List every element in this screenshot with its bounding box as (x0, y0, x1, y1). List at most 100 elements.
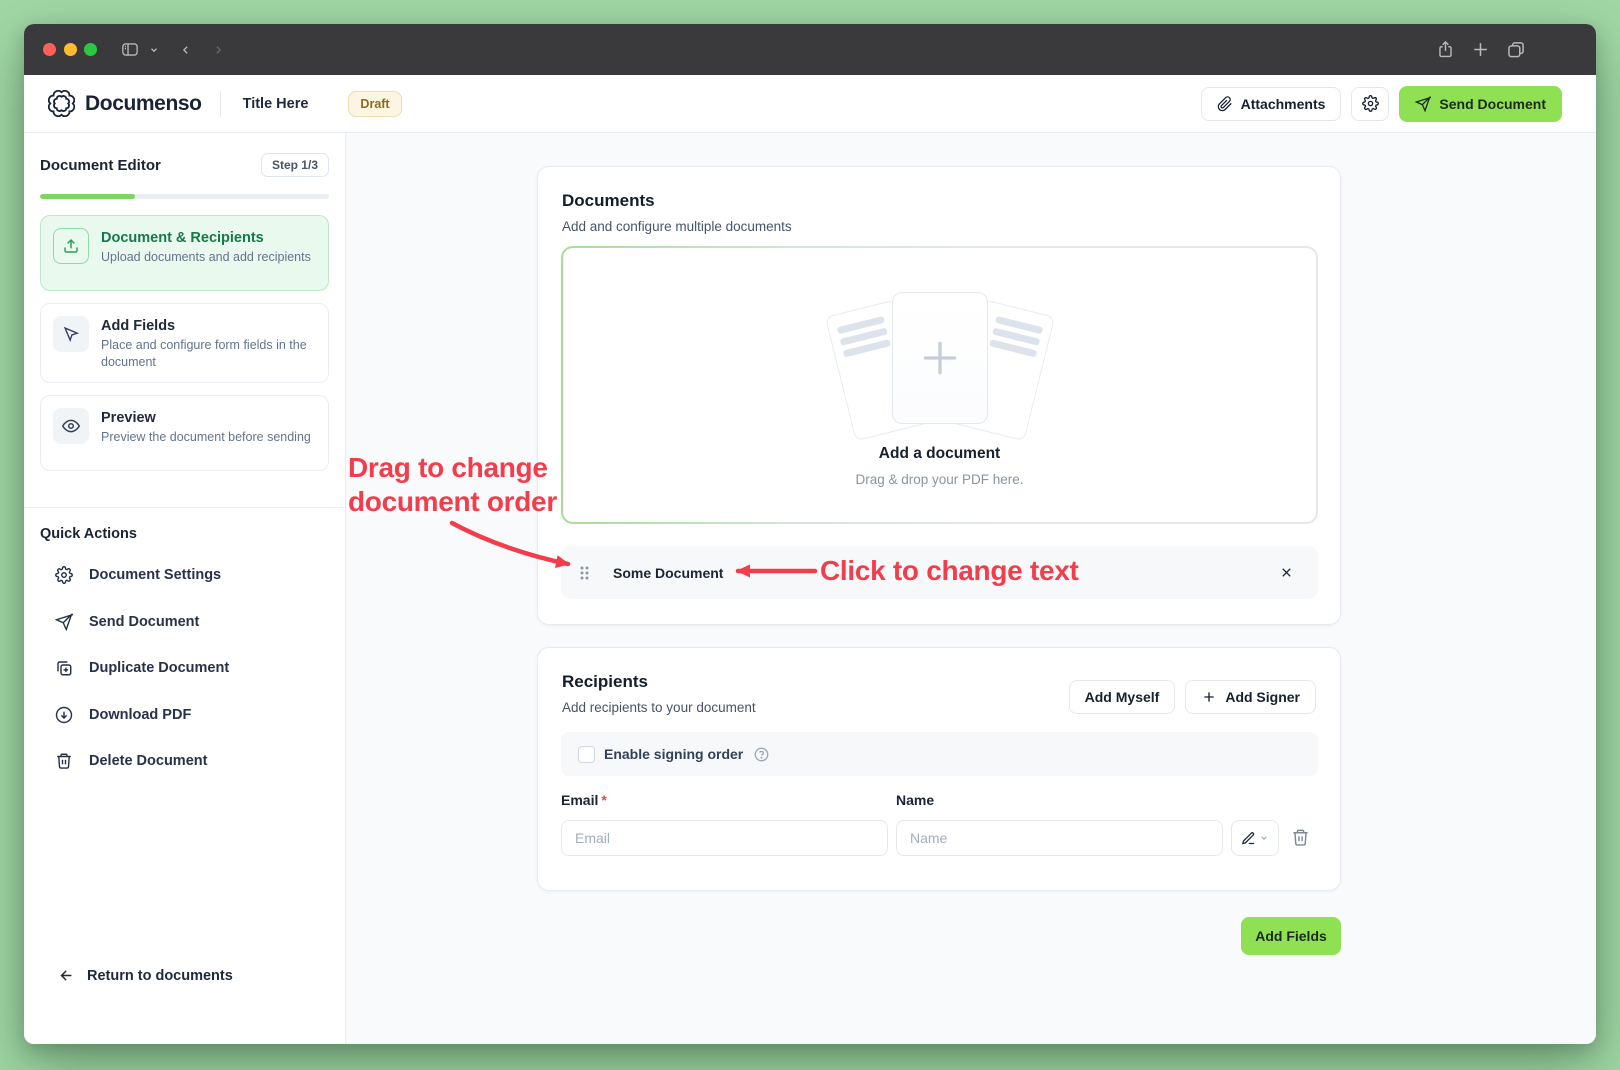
recipients-card-title: Recipients (562, 672, 648, 691)
add-myself-button[interactable]: Add Myself (1068, 680, 1176, 714)
step-desc: Preview the document before sending (101, 430, 311, 444)
document-item-name[interactable]: Some Document (613, 564, 724, 581)
return-label: Return to documents (87, 967, 233, 984)
eye-icon (53, 408, 89, 444)
quick-actions-list: Document Settings Send Document Duplicat… (40, 552, 329, 785)
progress-bar (40, 194, 329, 199)
step-add-fields[interactable]: Add Fields Place and configure form fiel… (40, 303, 329, 383)
duplicate-icon (55, 659, 73, 677)
minimize-window-button[interactable] (63, 43, 77, 56)
quick-action-label: Document Settings (89, 567, 222, 584)
quick-action-label: Download PDF (89, 706, 192, 723)
quick-action-label: Send Document (89, 613, 200, 630)
download-icon (55, 706, 73, 724)
arrow-left-icon (58, 967, 75, 984)
sidebar-divider (24, 507, 345, 508)
remove-document-icon[interactable] (1279, 565, 1294, 580)
traffic-lights (24, 43, 97, 56)
browser-window: Documenso Title Here Draft Attachments (24, 24, 1596, 1044)
brand-name: Documenso (85, 91, 202, 115)
progress-fill (40, 194, 136, 199)
documents-card-title: Documents (562, 191, 655, 210)
sidebar: Document Editor Step 1/3 Document & Reci… (24, 133, 346, 1044)
step-document-recipients[interactable]: Document & Recipients Upload documents a… (40, 215, 329, 291)
send-document-label: Send Document (1439, 95, 1546, 112)
signing-order-label: Enable signing order (604, 746, 744, 762)
back-icon[interactable] (179, 40, 192, 60)
documenso-logo-icon (48, 90, 75, 117)
gear-icon (1361, 95, 1379, 112)
quick-action-document-settings[interactable]: Document Settings (40, 552, 329, 599)
email-field[interactable] (561, 820, 888, 856)
step-title: Preview (101, 410, 156, 426)
send-icon (55, 613, 73, 631)
quick-action-delete-document[interactable]: Delete Document (40, 738, 329, 785)
return-to-documents-link[interactable]: Return to documents (58, 967, 233, 984)
share-icon[interactable] (1436, 39, 1455, 60)
titlebar-right-icons (1436, 39, 1596, 60)
recipients-card-subtitle: Add recipients to your document (562, 700, 756, 715)
document-title[interactable]: Title Here (242, 95, 309, 112)
attachments-label: Attachments (1240, 95, 1326, 112)
forward-icon (212, 40, 225, 60)
paperclip-icon (1217, 95, 1233, 112)
cursor-icon (53, 316, 89, 352)
quick-action-duplicate-document[interactable]: Duplicate Document (40, 645, 329, 692)
step-list: Document & Recipients Upload documents a… (40, 215, 329, 471)
header-divider (219, 90, 221, 117)
zoom-window-button[interactable] (84, 43, 97, 56)
add-signer-label: Add Signer (1225, 689, 1300, 705)
chevron-down-icon[interactable] (149, 45, 159, 55)
quick-action-label: Duplicate Document (89, 660, 230, 677)
step-desc: Upload documents and add recipients (101, 250, 311, 264)
quick-action-send-document[interactable]: Send Document (40, 599, 329, 646)
gear-icon (55, 566, 73, 585)
close-window-button[interactable] (43, 43, 56, 56)
add-signer-button[interactable]: Add Signer (1185, 680, 1316, 714)
name-label: Name (896, 792, 935, 808)
app-header: Documenso Title Here Draft Attachments (24, 75, 1596, 133)
dropzone-title: Add a document (878, 445, 1001, 462)
main-panel: Documents Add and configure multiple doc… (346, 133, 1596, 1044)
drag-handle-icon[interactable] (579, 565, 590, 581)
add-fields-button[interactable]: Add Fields (1241, 917, 1341, 955)
sidebar-toggle-icon[interactable] (119, 40, 141, 59)
name-field[interactable] (896, 820, 1223, 856)
step-badge: Step 1/3 (260, 153, 329, 177)
document-dropzone[interactable]: Add a document Drag & drop your PDF here… (561, 246, 1318, 524)
step-desc: Place and configure form fields in the d… (101, 338, 307, 369)
signer-role-dropdown[interactable] (1231, 820, 1279, 856)
tab-overview-icon[interactable] (1506, 40, 1526, 60)
plus-icon (1201, 689, 1217, 705)
upload-icon (53, 228, 89, 264)
documents-card: Documents Add and configure multiple doc… (537, 166, 1341, 625)
documents-illustration (815, 292, 1065, 442)
sidebar-title: Document Editor (40, 156, 161, 174)
pen-icon (1241, 831, 1256, 846)
step-preview[interactable]: Preview Preview the document before send… (40, 395, 329, 471)
remove-recipient-icon[interactable] (1291, 828, 1310, 847)
help-circle-icon[interactable] (754, 747, 769, 762)
illustration-add-page (891, 292, 988, 424)
dropzone-subtitle: Drag & drop your PDF here. (855, 472, 1024, 487)
brand[interactable]: Documenso (48, 90, 202, 117)
status-badge: Draft (348, 90, 402, 117)
documents-card-subtitle: Add and configure multiple documents (562, 219, 792, 234)
quick-action-download-pdf[interactable]: Download PDF (40, 692, 329, 739)
step-title: Document & Recipients (101, 230, 264, 246)
trash-icon (55, 752, 73, 770)
quick-action-label: Delete Document (89, 753, 208, 770)
required-asterisk: * (601, 792, 607, 808)
titlebar (24, 24, 1596, 75)
attachments-button[interactable]: Attachments (1200, 86, 1342, 121)
header-settings-button[interactable] (1351, 86, 1390, 121)
signing-order-checkbox[interactable] (578, 745, 595, 763)
add-myself-label: Add Myself (1084, 689, 1160, 705)
quick-actions-title: Quick Actions (40, 526, 137, 542)
email-label: Email * (561, 792, 607, 808)
new-tab-icon[interactable] (1471, 40, 1490, 59)
document-list-item[interactable]: Some Document (561, 546, 1318, 599)
send-document-button[interactable]: Send Document (1399, 85, 1562, 122)
signing-order-row: Enable signing order (561, 732, 1318, 776)
